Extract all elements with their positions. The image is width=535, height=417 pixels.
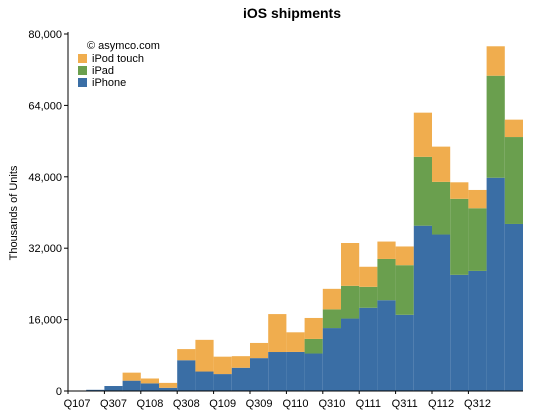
y-tick-label: 48,000 [28, 172, 62, 184]
bar-ipod-touch-Q211 [377, 241, 396, 259]
legend-swatch-ipad [78, 66, 87, 75]
bar-ipod-touch-Q311 [395, 246, 414, 266]
bar-ipad-Q212 [450, 198, 469, 275]
bar-ipod-touch-Q111 [359, 266, 378, 287]
legend-label-ipad: iPad [92, 65, 114, 77]
bar-ipod-touch-Q212 [450, 182, 469, 199]
bar-iphone-Q311 [395, 314, 414, 391]
bar-iphone-Q209 [231, 367, 250, 391]
y-tick-labels: 0 16,000 32,000 48,000 64,000 80,000 [28, 29, 62, 398]
x-tick-label: Q309 [246, 398, 273, 410]
bar-iphone-Q211 [377, 300, 396, 391]
bar-ipod-touch-Q209 [231, 356, 250, 368]
bar-ipod-touch-Q411 [413, 112, 432, 157]
bar-ipad-Q312 [468, 208, 487, 271]
bar-iphone-Q208 [159, 387, 178, 391]
bar-iphone-Q112 [432, 234, 451, 391]
bar-iphone-Q410 [341, 318, 360, 391]
x-tick-label: Q108 [136, 398, 163, 410]
y-tick-label: 64,000 [28, 100, 62, 112]
x-tick-label: Q107 [64, 398, 91, 410]
legend-label-iphone: iPhone [92, 77, 126, 89]
bar-ipad-Q310 [322, 309, 341, 329]
bar-iphone-Q110 [286, 351, 305, 391]
bar-iphone-Q408 [195, 371, 214, 391]
bar-iphone-Q312 [468, 270, 487, 391]
bar-iphone-Q207 [86, 389, 105, 391]
x-tick-labels: Q107 Q307 Q108 Q308 Q109 Q309 Q110 Q310 Q111 Q311… [64, 398, 491, 410]
bar-ipod-touch-Q110 [286, 332, 305, 352]
y-tick-label: 80,000 [28, 29, 62, 41]
bar-ipod-touch-Q408 [195, 339, 214, 372]
bar-iphone-Q310 [322, 328, 341, 391]
bar-ipod-touch-Q407 [122, 372, 141, 381]
bar-iphone-Q108 [140, 383, 159, 391]
bar-ipod-touch-Q308 [177, 349, 196, 361]
bar-iphone-Q113 [504, 223, 523, 391]
bar-ipod-touch-Q312 [468, 189, 487, 209]
bar-iphone-Q407 [122, 380, 141, 391]
bar-iphone-Q212 [450, 274, 469, 391]
bar-stacks [86, 46, 523, 391]
x-tick-label: Q110 [282, 398, 308, 410]
y-axis-label: Thousands of Units [8, 165, 20, 260]
bar-ipod-touch-Q113 [504, 119, 523, 138]
bar-ipod-touch-Q112 [432, 146, 451, 182]
x-tick-label: Q109 [209, 398, 236, 410]
bar-iphone-Q411 [413, 225, 432, 391]
bar-ipod-touch-Q208 [159, 382, 178, 388]
bar-ipad-Q112 [432, 181, 451, 235]
bar-iphone-Q111 [359, 307, 378, 391]
axes [64, 32, 523, 394]
chart-title: iOS shipments [243, 5, 341, 21]
x-tick-label: Q311 [392, 398, 418, 410]
bar-iphone-Q210 [304, 353, 323, 391]
legend-label-ipod-touch: iPod touch [92, 53, 144, 65]
x-tick-label: Q310 [318, 398, 345, 410]
x-tick-label: Q312 [464, 398, 491, 410]
bar-ipod-touch-Q109 [213, 356, 232, 375]
legend-swatch-ipod-touch [78, 54, 87, 63]
bar-ipod-touch-Q412 [486, 46, 505, 76]
bar-ipad-Q410 [341, 285, 360, 319]
bar-ipod-touch-Q210 [304, 317, 323, 339]
bar-ipod-touch-Q108 [140, 378, 159, 384]
bar-ipad-Q113 [504, 137, 523, 224]
bar-ipod-touch-Q309 [250, 342, 269, 359]
bar-iphone-Q412 [486, 177, 505, 391]
bar-ipad-Q210 [304, 338, 323, 354]
bar-iphone-Q109 [213, 374, 232, 391]
x-tick-label: Q112 [428, 398, 454, 410]
legend-swatch-iphone [78, 78, 87, 87]
bar-iphone-Q308 [177, 360, 196, 391]
bar-ipad-Q211 [377, 258, 396, 301]
bar-ipad-Q412 [486, 75, 505, 178]
copyright-annotation: © asymco.com [87, 40, 160, 52]
y-tick-label: 0 [56, 386, 62, 398]
bar-ipod-touch-Q410 [341, 243, 360, 286]
bar-ipad-Q411 [413, 156, 432, 226]
bar-ipad-Q311 [395, 265, 414, 315]
y-tick-label: 32,000 [28, 243, 62, 255]
x-tick-label: Q307 [100, 398, 127, 410]
bar-ipod-touch-Q310 [322, 288, 341, 310]
x-tick-label: Q308 [173, 398, 200, 410]
bar-ipod-touch-Q409 [268, 314, 287, 353]
x-tick-label: Q111 [356, 398, 381, 410]
y-tick-label: 16,000 [28, 315, 62, 327]
bar-iphone-Q307 [104, 386, 123, 391]
bar-ipad-Q111 [359, 286, 378, 308]
bar-iphone-Q309 [250, 358, 269, 391]
bar-iphone-Q409 [268, 352, 287, 391]
